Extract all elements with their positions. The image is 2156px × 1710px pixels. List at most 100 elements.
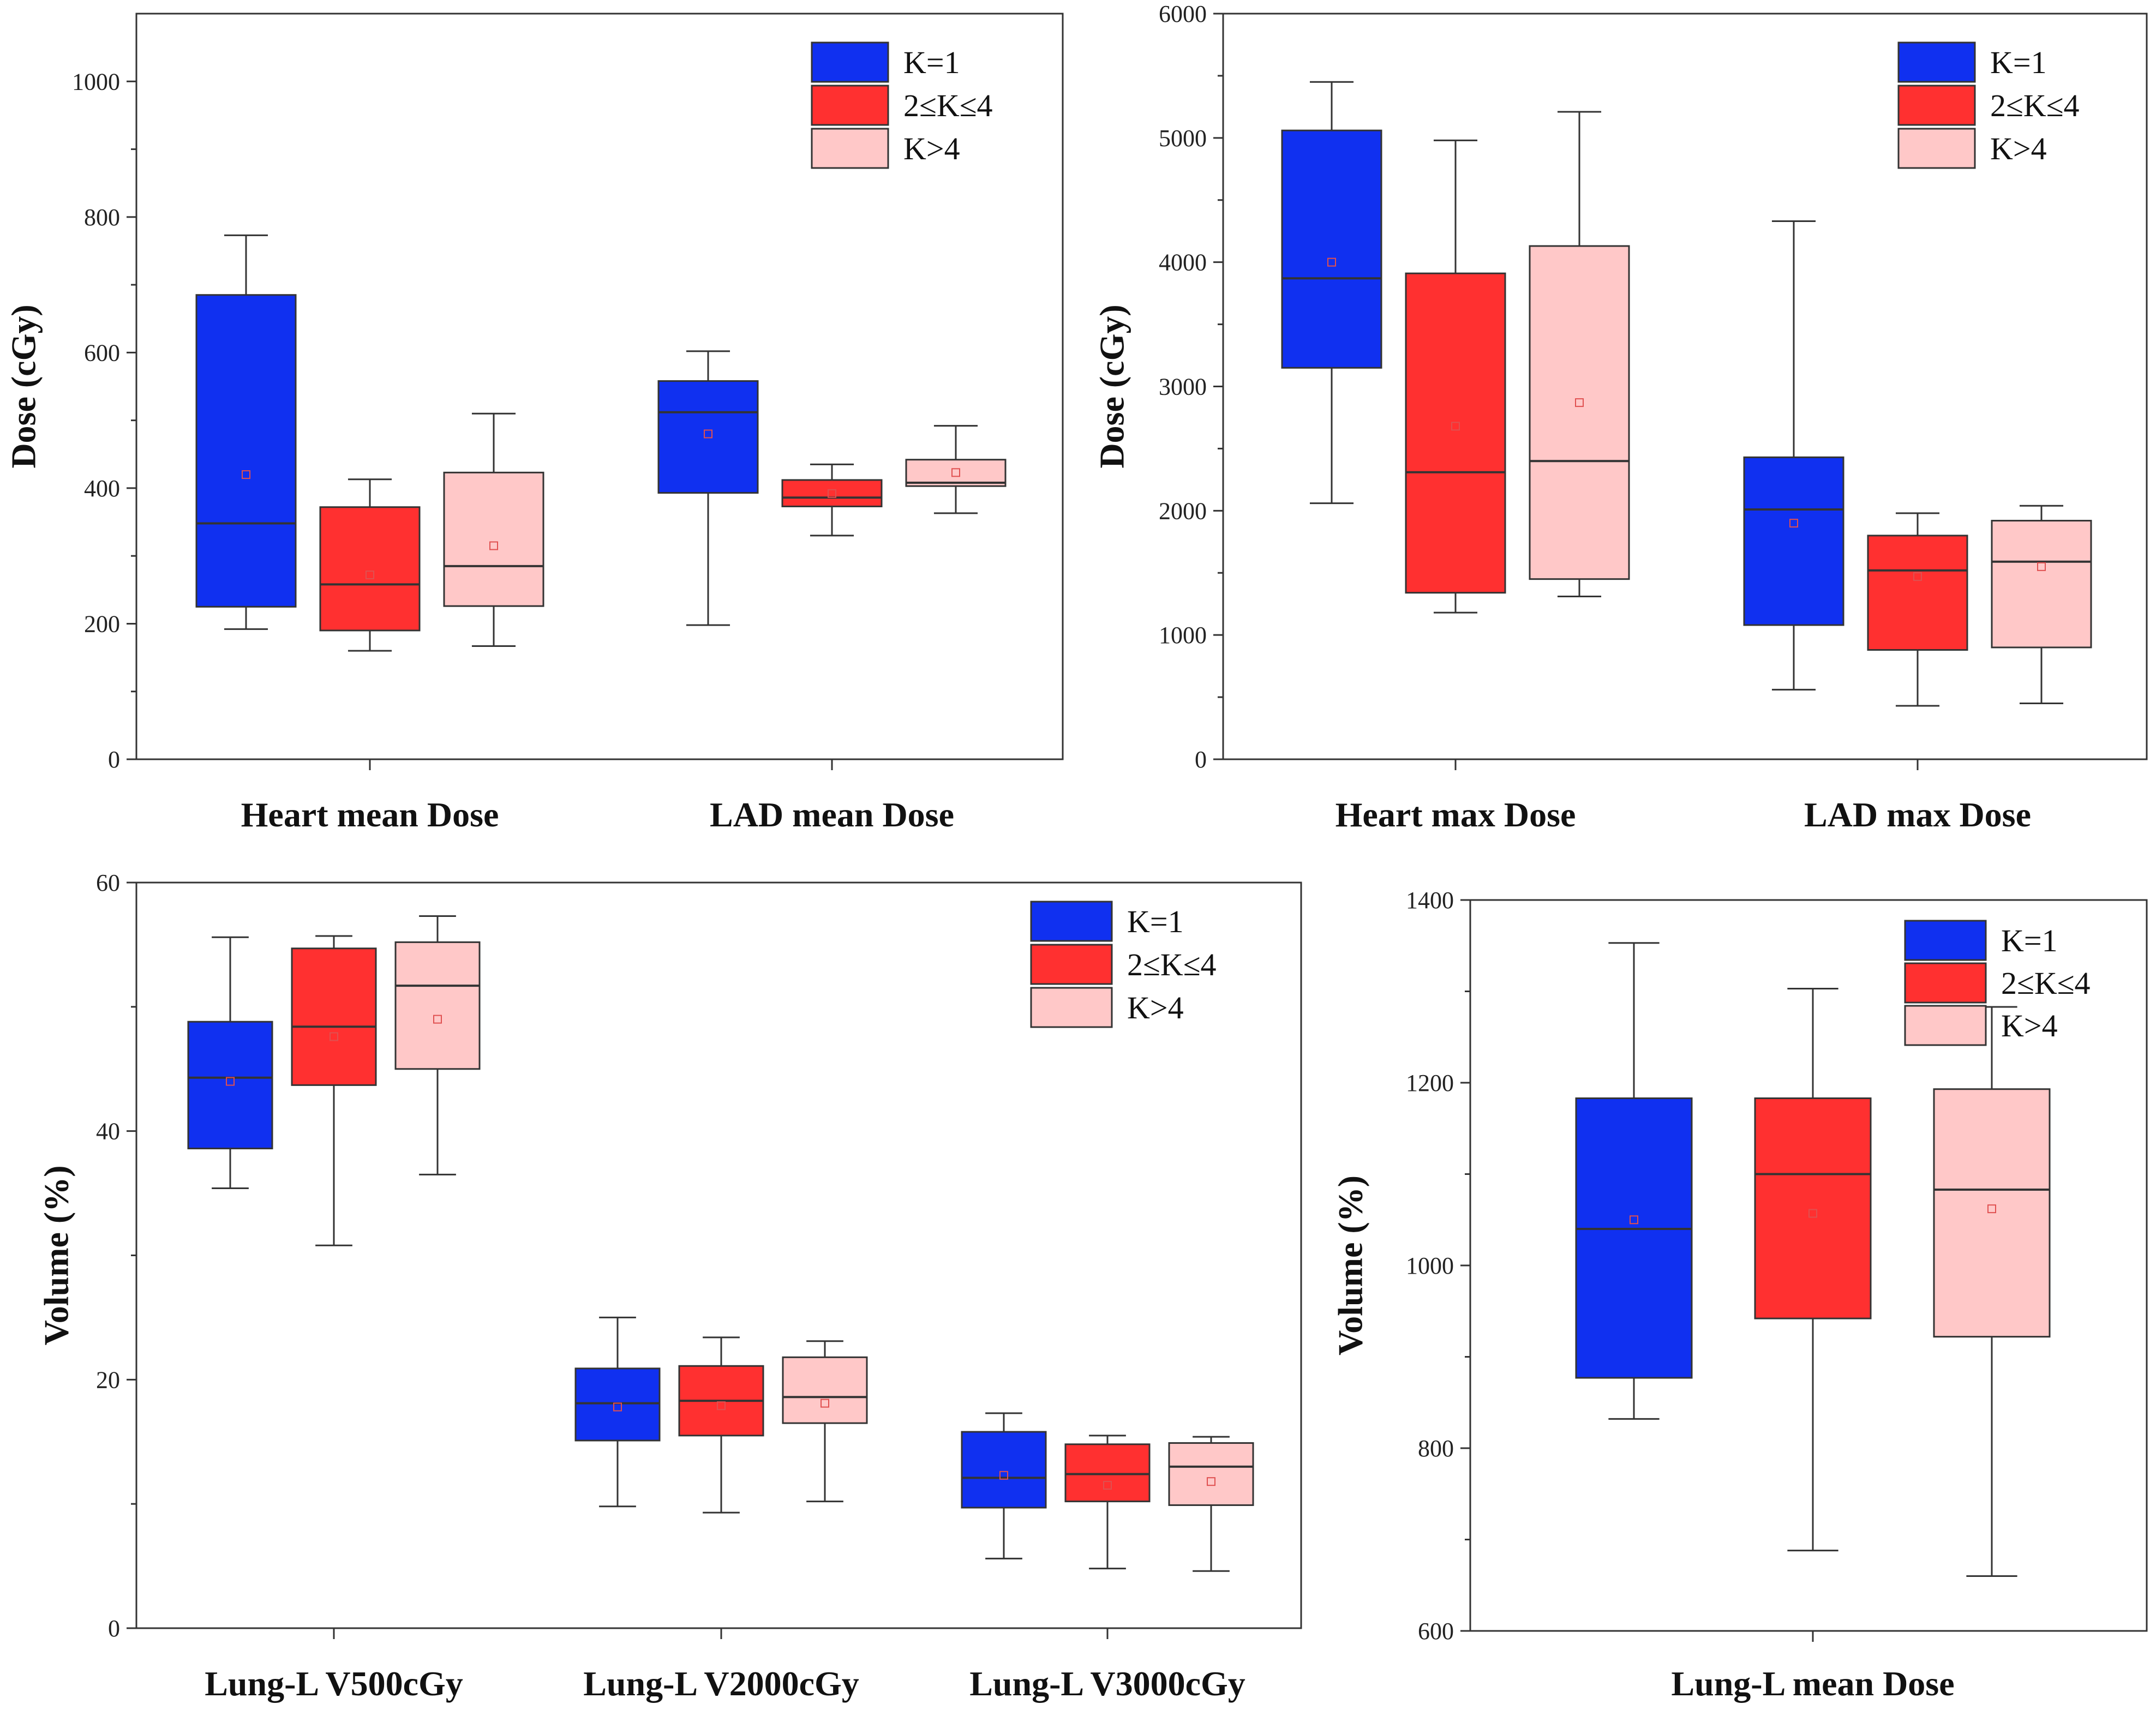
legend-label: 2≤K≤4 (1127, 947, 1217, 982)
mean-marker (951, 468, 960, 477)
box-iqr (1281, 129, 1382, 369)
mean-marker (717, 1401, 726, 1411)
legend-label: K=1 (1990, 45, 2047, 80)
y-tick-label: 600 (1418, 1618, 1454, 1645)
mean-marker (821, 1399, 829, 1408)
y-tick-label: 800 (1418, 1435, 1454, 1462)
legend-label: K>4 (903, 131, 960, 166)
box-iqr (782, 1356, 868, 1424)
mean-marker (613, 1402, 622, 1412)
series-3 (394, 915, 1254, 1572)
box-plot (187, 936, 273, 1189)
legend-swatch (1904, 920, 1987, 961)
box-iqr (657, 380, 759, 494)
legend-swatch (811, 41, 889, 83)
series-3 (443, 412, 1007, 647)
y-tick-label: 600 (84, 339, 120, 366)
box-plot (1867, 512, 1968, 707)
box-plot (443, 412, 544, 647)
mean-marker (489, 541, 498, 550)
x-category-label: Heart mean Dose (241, 795, 499, 834)
mean-marker (1451, 422, 1460, 431)
legend: K=1 2≤K≤4 K>4 (1904, 920, 2091, 1046)
legend-swatch (811, 128, 889, 169)
legend-swatch (1897, 85, 1976, 126)
x-category-label: Lung-L mean Dose (1671, 1664, 1954, 1703)
box-iqr (961, 1431, 1047, 1509)
mean-marker (999, 1471, 1008, 1480)
box-iqr (319, 506, 421, 632)
box-iqr (1743, 456, 1844, 626)
box-plot (1575, 942, 1693, 1420)
box-iqr (443, 471, 544, 607)
box-iqr (1529, 245, 1630, 580)
legend-swatch (1904, 962, 1987, 1004)
legend: K=1 2≤K≤4 K>4 (1030, 901, 1217, 1028)
box-plot (195, 234, 297, 630)
y-tick-label: 0 (1195, 746, 1207, 773)
y-tick-label: 1000 (1159, 622, 1207, 649)
mean-marker (704, 429, 712, 439)
box-plot (319, 478, 421, 652)
x-category-label: Heart max Dose (1335, 795, 1576, 834)
legend-label: K>4 (1990, 131, 2047, 166)
mean-marker (1789, 519, 1798, 528)
box-plot (291, 935, 377, 1246)
legend-label: K=1 (2001, 923, 2058, 958)
legend-label: K>4 (1127, 990, 1184, 1025)
box-iqr (1064, 1443, 1151, 1503)
box-iqr (1991, 520, 2092, 649)
mean-marker (1327, 257, 1336, 267)
box-iqr (781, 479, 883, 507)
y-axis-label: Volume (%) (1331, 1175, 1370, 1355)
mean-marker (1207, 1477, 1215, 1486)
mean-marker (1808, 1209, 1817, 1218)
mean-marker (1987, 1204, 1996, 1214)
legend-label: K=1 (1127, 904, 1184, 939)
series-2 (1405, 139, 1968, 707)
mean-marker (1103, 1480, 1112, 1490)
box-plot (1064, 1435, 1151, 1570)
series-2 (1754, 987, 1872, 1552)
y-axis-label: Dose (cGy) (4, 304, 43, 468)
box-iqr (195, 294, 297, 608)
x-category-label: Lung-L V500cGy (205, 1664, 463, 1703)
legend-swatch (1897, 128, 1976, 169)
series-1 (187, 936, 1047, 1559)
x-category-label: Lung-L V3000cGy (969, 1664, 1245, 1703)
legend: K=1 2≤K≤4 K>4 (811, 41, 993, 169)
y-tick-label: 0 (108, 746, 120, 773)
box-iqr (291, 947, 377, 1086)
y-tick-label: 20 (96, 1366, 120, 1393)
box-plot (1281, 81, 1382, 505)
box-iqr (394, 941, 481, 1070)
chart-1: 0 200 400 600 800 1000 Dose (cGy) Heart mean Do… (4, 13, 1064, 834)
box-plot (394, 915, 481, 1175)
mean-marker (828, 489, 836, 498)
x-category-label: LAD mean Dose (710, 795, 954, 834)
y-tick-label: 3000 (1159, 374, 1207, 400)
series-3 (1529, 111, 2092, 704)
series-2 (319, 463, 883, 652)
y-tick-label: 4000 (1159, 249, 1207, 276)
legend-swatch (1030, 987, 1113, 1028)
y-tick-label: 400 (84, 475, 120, 502)
x-category-label: Lung-L V2000cGy (583, 1664, 859, 1703)
series-1 (1575, 942, 1693, 1420)
box-plot (1743, 220, 1844, 691)
y-tick-label: 800 (84, 204, 120, 231)
y-tick-label: 60 (96, 869, 120, 896)
y-tick-label: 200 (84, 610, 120, 637)
chart-4: 600 800 1000 1200 1400 Volume (%) Lung-L mean … (1331, 887, 2148, 1703)
mean-marker (226, 1077, 235, 1086)
legend-label: K>4 (2001, 1008, 2058, 1043)
box-iqr (1575, 1097, 1693, 1379)
y-tick-label: 0 (108, 1615, 120, 1642)
legend: K=1 2≤K≤4 K>4 (1897, 41, 2080, 169)
legend-swatch (1030, 901, 1113, 942)
chart-2: 0 1000 2000 3000 4000 5000 6000 Dose (cGy) Heart… (1093, 1, 2148, 834)
mean-marker (2037, 562, 2046, 571)
box-plot (1405, 139, 1506, 614)
mean-marker (1913, 572, 1922, 581)
y-tick-label: 40 (96, 1118, 120, 1145)
